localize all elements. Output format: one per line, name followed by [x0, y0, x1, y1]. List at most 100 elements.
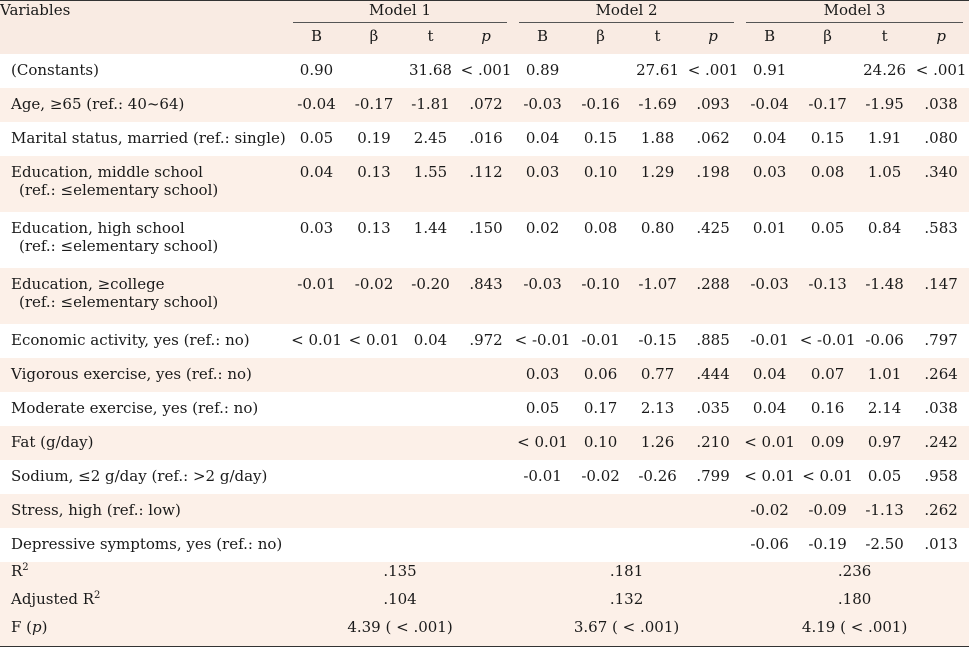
table-cell	[346, 494, 402, 528]
table-cell: 0.04	[740, 122, 800, 156]
table-cell: 31.68	[402, 54, 459, 88]
row-label-line1: Depressive symptoms, yes (ref.: no)	[11, 535, 283, 553]
table-cell: < .001	[459, 54, 514, 88]
table-cell: -0.01	[513, 460, 573, 494]
table-row: Sodium, ≤2 g/day (ref.: >2 g/day) -0.01 -0…	[0, 460, 969, 494]
table-row: Moderate exercise, yes (ref.: no) 0.05 0.1…	[0, 392, 969, 426]
table-cell: -0.06	[740, 528, 800, 562]
r-squared-row-value: .135	[287, 562, 514, 590]
table-cell: 1.05	[856, 156, 914, 212]
table-cell	[459, 528, 514, 562]
table-cell: 0.03	[513, 156, 573, 212]
table-cell	[287, 426, 346, 460]
table-row: Marital status, married (ref.: single) 0.…	[0, 122, 969, 156]
table-cell	[346, 426, 402, 460]
subheader-t: t	[856, 27, 914, 54]
table-cell	[287, 358, 346, 392]
row-label-line1: Education, high school	[11, 219, 185, 237]
table-cell: 0.06	[572, 358, 630, 392]
table-cell: -0.04	[740, 88, 800, 122]
table-cell: .262	[913, 494, 969, 528]
table-cell: -1.07	[629, 268, 687, 324]
table-cell	[287, 392, 346, 426]
table-cell: 0.04	[287, 156, 346, 212]
adj-r2-sup: 2	[94, 590, 101, 601]
table-cell: .147	[913, 268, 969, 324]
table-row: Vigorous exercise, yes (ref.: no) 0.03 0.0…	[0, 358, 969, 392]
table-cell	[686, 494, 741, 528]
r-squared-row-value: .181	[513, 562, 741, 590]
row-label: Fat (g/day)	[0, 426, 287, 460]
table-cell: 0.07	[799, 358, 857, 392]
variables-header: Variables	[0, 0, 287, 54]
table-cell: -0.20	[402, 268, 459, 324]
subheader-t: t	[402, 27, 459, 54]
table-cell: 0.15	[799, 122, 857, 156]
table-cell	[346, 528, 402, 562]
table-cell: 0.03	[740, 156, 800, 212]
table-cell: 0.02	[513, 212, 573, 268]
table-cell	[346, 358, 402, 392]
subheader-beta: β	[799, 27, 857, 54]
table-cell	[459, 494, 514, 528]
table-cell: .080	[913, 122, 969, 156]
row-label: Moderate exercise, yes (ref.: no)	[0, 392, 287, 426]
table-cell	[459, 426, 514, 460]
table-cell: -0.01	[287, 268, 346, 324]
table-cell: 0.09	[799, 426, 857, 460]
f-statistic-row-value: 4.19 ( < .001)	[740, 618, 969, 647]
table-cell: .972	[459, 324, 514, 358]
table-cell: 0.15	[572, 122, 630, 156]
table-cell: -1.13	[856, 494, 914, 528]
table-cell: .210	[686, 426, 741, 460]
row-label: Vigorous exercise, yes (ref.: no)	[0, 358, 287, 392]
row-label-line1: Age, ≥65 (ref.: 40~64)	[11, 95, 185, 113]
f-p-text: p	[32, 618, 42, 636]
subheader-p: p	[913, 27, 969, 54]
table-cell: 0.08	[572, 212, 630, 268]
row-label-line1: Education, ≥college	[11, 275, 165, 293]
row-label: Sodium, ≤2 g/day (ref.: >2 g/day)	[0, 460, 287, 494]
table-cell	[459, 392, 514, 426]
table-cell: 0.05	[513, 392, 573, 426]
table-cell	[287, 494, 346, 528]
table-cell	[346, 54, 402, 88]
table-cell: .958	[913, 460, 969, 494]
table-row: Stress, high (ref.: low) -0.02 -0.09 -1.13.…	[0, 494, 969, 528]
table-cell: 0.16	[799, 392, 857, 426]
f-statistic-row-label: F (p)	[0, 618, 287, 647]
row-label-line1: Moderate exercise, yes (ref.: no)	[11, 399, 259, 417]
table-cell	[799, 54, 857, 88]
row-label-line2: (ref.: ≤elementary school)	[19, 237, 219, 255]
table-row: Fat (g/day) < 0.01 0.10 1.26.210 < 0.01 0.09 0…	[0, 426, 969, 460]
table-cell	[402, 528, 459, 562]
table-cell: .797	[913, 324, 969, 358]
table-cell: 0.19	[346, 122, 402, 156]
table-cell: 27.61	[629, 54, 687, 88]
table-cell: .150	[459, 212, 514, 268]
table-cell	[402, 358, 459, 392]
f-statistic-row: F (p) 4.39 ( < .001) 3.67 ( < .001) 4.19 ( …	[0, 618, 969, 647]
table-cell: -0.17	[346, 88, 402, 122]
table-cell: .013	[913, 528, 969, 562]
table-cell: 1.26	[629, 426, 687, 460]
table-cell: 0.03	[513, 358, 573, 392]
table-row: Education, ≥college (ref.: ≤elementary sc…	[0, 268, 969, 324]
adjusted-r-squared-row-value: .132	[513, 590, 741, 618]
f-statistic-row-value: 4.39 ( < .001)	[287, 618, 514, 647]
table-cell: -0.02	[346, 268, 402, 324]
adjusted-r-squared-row: Adjusted R2.104.132.180	[0, 590, 969, 618]
model-3-header: Model 3	[740, 0, 969, 27]
table-cell	[629, 528, 687, 562]
table-cell: -0.01	[740, 324, 800, 358]
table-cell: < -0.01	[513, 324, 573, 358]
r-squared-row-label: R2	[0, 562, 287, 590]
table-cell	[629, 494, 687, 528]
table-cell: -0.02	[740, 494, 800, 528]
table-cell: < .001	[913, 54, 969, 88]
table-cell: .093	[686, 88, 741, 122]
table-cell	[287, 460, 346, 494]
table-cell: -0.10	[572, 268, 630, 324]
table-cell: 0.89	[513, 54, 573, 88]
